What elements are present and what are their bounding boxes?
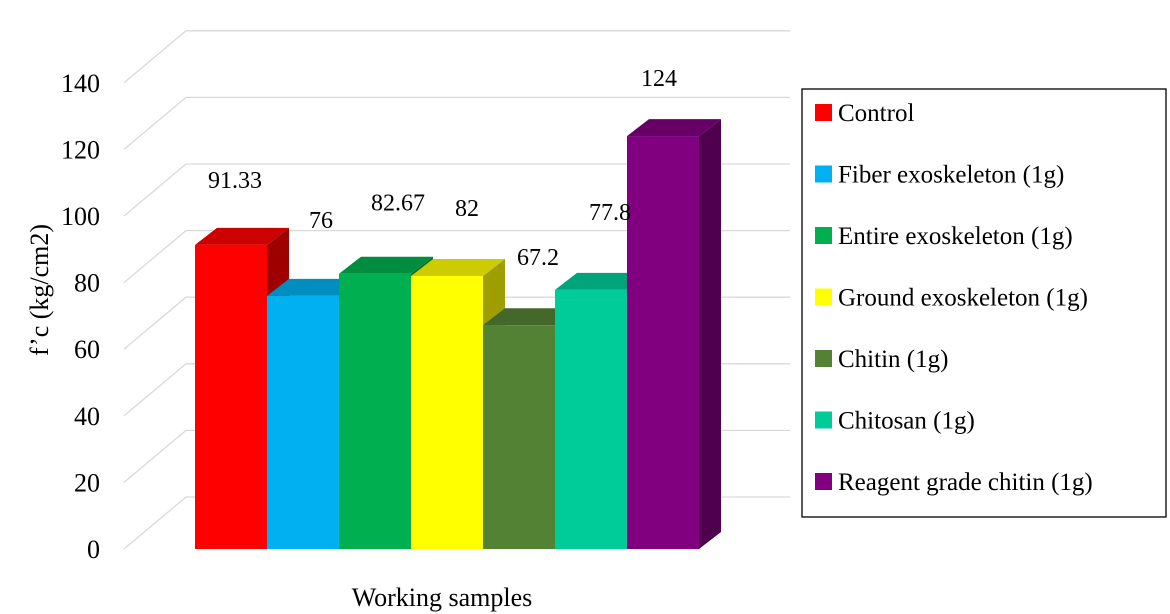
legend-swatch <box>815 165 832 183</box>
data-label: 91.33 <box>208 168 262 194</box>
legend-swatch <box>815 227 832 244</box>
y-tick-label: 120 <box>61 135 100 164</box>
gridlines <box>123 30 790 550</box>
data-label: 82 <box>455 196 479 222</box>
legend-swatch <box>815 350 832 367</box>
legend-box <box>801 88 1167 518</box>
legend-label: Reagent grade chitin (1g) <box>838 469 1093 496</box>
legend-swatch <box>815 411 832 429</box>
bar-entire-exoskeleton-1g <box>339 273 411 549</box>
legend-label: Control <box>838 100 914 127</box>
bar-top <box>195 227 289 245</box>
legend-label: Chitin (1g) <box>838 346 948 373</box>
legend-swatch <box>815 473 832 490</box>
x-axis-title: Working samples <box>352 583 533 612</box>
bar-top <box>627 119 721 137</box>
legend-label: Fiber exoskeleton (1g) <box>838 162 1064 189</box>
legend-swatch <box>815 288 832 306</box>
gridline <box>123 163 790 217</box>
legend-label: Entire exoskeleton (1g) <box>838 223 1073 250</box>
legend: Control Fiber exoskeleton (1g) Entire exos… <box>801 88 1167 518</box>
bar-chitosan-1g <box>555 289 627 549</box>
y-tick-label: 80 <box>74 269 100 298</box>
bar-top <box>267 278 361 296</box>
y-tick-label: 20 <box>74 468 100 497</box>
bars <box>195 119 721 549</box>
y-tick-label: 100 <box>61 202 100 231</box>
bar-control <box>195 244 267 549</box>
y-tick-label: 140 <box>61 69 100 98</box>
bar-top <box>555 272 649 290</box>
bar-side <box>699 119 721 549</box>
data-label: 77.8 <box>589 200 631 226</box>
legend-label: Chitosan (1g) <box>838 408 975 435</box>
legend-swatch <box>815 104 832 121</box>
bar-chitin-1g <box>483 325 555 549</box>
bar-top <box>339 256 433 274</box>
data-label: 82.67 <box>371 191 425 217</box>
gridline <box>123 96 790 150</box>
data-label: 76 <box>309 208 333 234</box>
bar-reagent-grade-chitin-1g <box>627 136 699 549</box>
gridline <box>123 229 790 284</box>
data-label: 67.2 <box>517 245 559 271</box>
legend-label: Ground exoskeleton (1g) <box>838 285 1088 312</box>
bar-ground-exoskeleton-1g <box>411 275 483 549</box>
gridline <box>123 30 790 84</box>
data-label: 124 <box>641 66 677 92</box>
y-tick-label: 0 <box>87 535 100 564</box>
y-tick-label: 60 <box>74 335 100 364</box>
y-axis-title: f’c (kg/cm2) <box>25 224 54 356</box>
bar-top <box>411 258 505 276</box>
bar-top <box>483 308 577 326</box>
y-axis-ticks: 0 20 40 60 80 100 120 140 <box>61 69 100 564</box>
y-tick-label: 40 <box>74 402 100 431</box>
data-labels: 91.33 76 82.67 82 67.2 77.8 124 <box>208 66 677 271</box>
bar-fiber-exoskeleton-1g <box>267 295 339 549</box>
